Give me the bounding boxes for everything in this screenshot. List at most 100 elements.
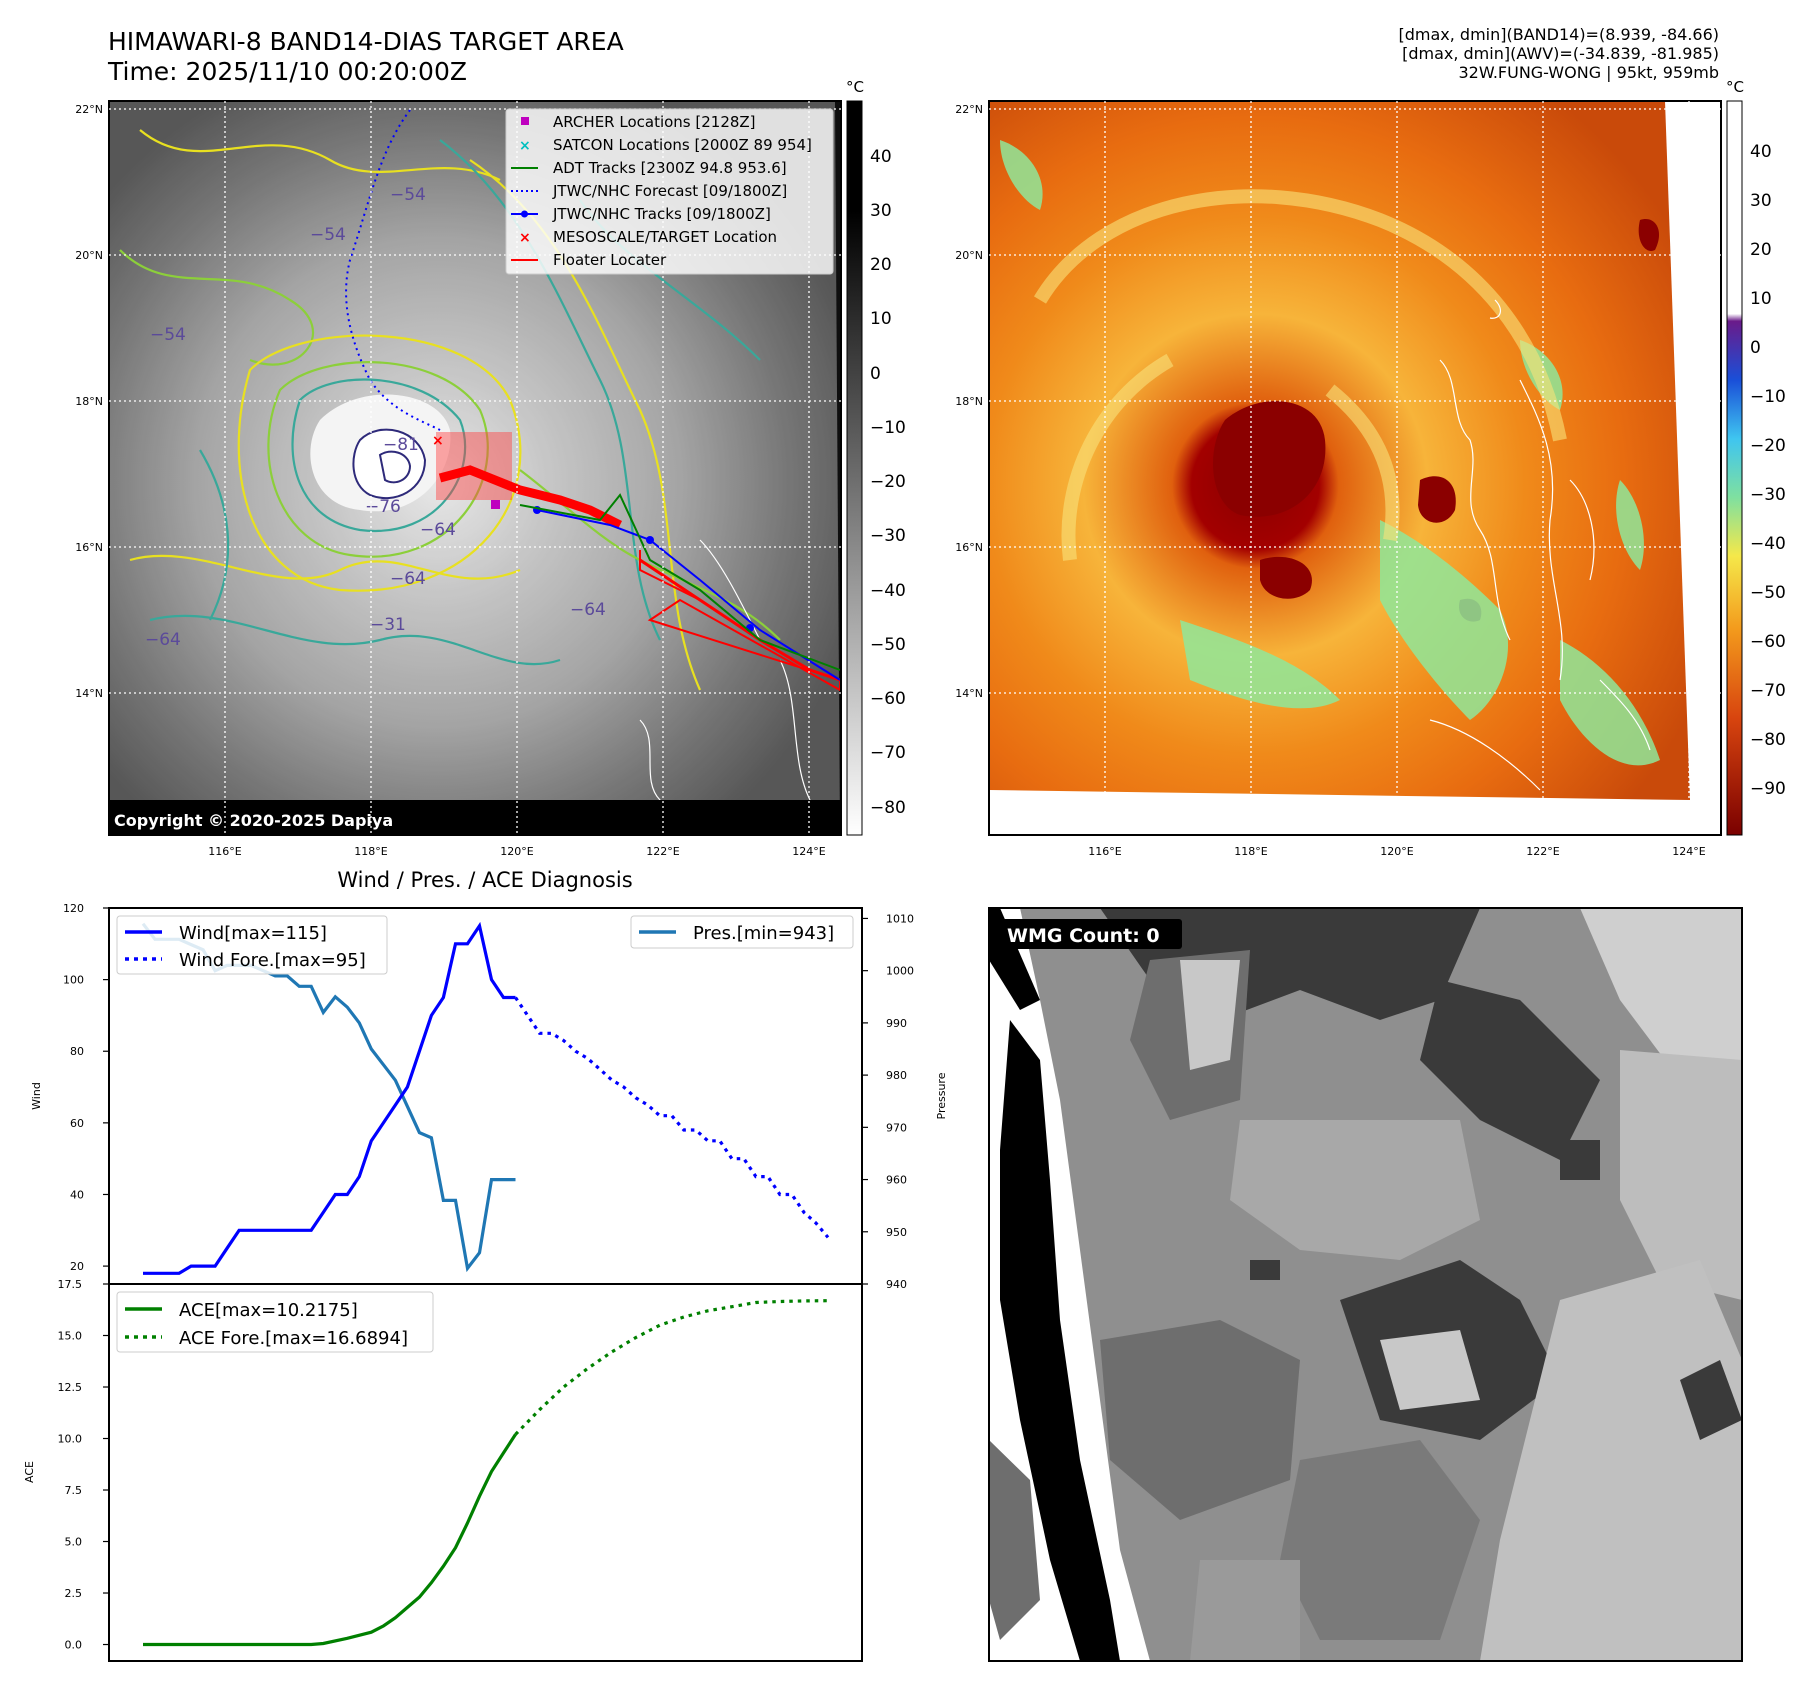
colorbar-tick: 20 xyxy=(1750,240,1772,260)
ace-tick-label: 5.0 xyxy=(65,1536,83,1549)
figure-time: Time: 2025/11/10 00:20:00Z xyxy=(107,57,467,86)
ace-tick-label: 2.5 xyxy=(65,1587,83,1600)
lat-tick: 18°N xyxy=(75,395,103,408)
ace-tick-label: 0.0 xyxy=(65,1639,83,1652)
legend-label: ACE Fore.[max=16.6894] xyxy=(179,1328,408,1349)
wind-legend: Wind[max=115] Wind Fore.[max=95] xyxy=(116,915,388,975)
colorbar-tick: 40 xyxy=(870,147,892,167)
legend-label: JTWC/NHC Forecast [09/1800Z] xyxy=(552,182,787,200)
colorbar-tick: 30 xyxy=(1750,191,1772,211)
svg-text:×: × xyxy=(432,433,444,449)
wind-axis-label: Wind xyxy=(30,1082,43,1110)
contour-label: −64 xyxy=(145,630,181,650)
lat-tick: 22°N xyxy=(75,103,103,116)
lon-tick: 120°E xyxy=(1380,845,1413,858)
copyright-text: Copyright © 2020-2025 Dapiya xyxy=(114,811,393,830)
colorbar-tick: −50 xyxy=(870,635,906,655)
colorbar-unit: °C xyxy=(1726,78,1744,96)
colorbar-tick: −70 xyxy=(1750,681,1786,701)
chart-title: Wind / Pres. / ACE Diagnosis xyxy=(337,868,632,892)
x-marker-icon: × xyxy=(519,230,531,246)
awv-range-text: [dmax, dmin](AWV)=(-34.839, -81.985) xyxy=(1402,44,1719,63)
awv-map-panel: 22°N 20°N 18°N 16°N 14°N 116°E 118°E 120… xyxy=(955,78,1786,858)
ace-series-line xyxy=(143,1433,517,1647)
legend-label: ACE[max=10.2175] xyxy=(179,1300,358,1321)
colorbar-tick: 20 xyxy=(870,255,892,275)
awv-lat-ticks: 22°N 20°N 18°N 16°N 14°N xyxy=(955,103,983,700)
colorbar-tick: −20 xyxy=(870,472,906,492)
colorbar-tick: −20 xyxy=(1750,436,1786,456)
pressure-axis-label: Pressure xyxy=(935,1072,948,1119)
colorbar-unit: °C xyxy=(846,78,864,96)
legend-label: ARCHER Locations [2128Z] xyxy=(553,113,756,131)
legend-item-target: × MESOSCALE/TARGET Location xyxy=(519,228,777,246)
colorbar-tick: −40 xyxy=(1750,534,1786,554)
pressure-tick-label: 1000 xyxy=(886,965,914,978)
contour-label: −54 xyxy=(310,225,346,245)
contour-label: −64 xyxy=(570,600,606,620)
awv-gridlines xyxy=(989,101,1721,835)
awv-colorbar-ticks: 40 30 20 10 0 −10 −20 −30 −40 −50 −60 −7… xyxy=(1750,142,1786,799)
ir-legend: ARCHER Locations [2128Z] × SATCON Locati… xyxy=(505,108,834,275)
legend-item-jtwc-forecast: JTWC/NHC Forecast [09/1800Z] xyxy=(511,182,787,200)
wind-tick-label: 60 xyxy=(70,1117,84,1130)
header: HIMAWARI-8 BAND14-DIAS TARGET AREA Time:… xyxy=(107,25,1719,86)
pressure-tick-label: 970 xyxy=(886,1121,907,1134)
ir-colorbar-ticks: 40 30 20 10 0 −10 −20 −30 −40 −50 −60 −7… xyxy=(870,147,906,818)
ace-chart: ACE 0.0 2.5 5.0 7.5 10.0 12.5 15.0 17.5 ACE[max… xyxy=(23,1278,863,1662)
contour-label: −64 xyxy=(420,520,456,540)
contour-label: −76 xyxy=(365,497,401,517)
legend-label: ADT Tracks [2300Z 94.8 953.6] xyxy=(553,159,787,177)
colorbar-tick: −50 xyxy=(1750,583,1786,603)
ace-plot-area xyxy=(143,1299,829,1647)
colorbar-tick: 0 xyxy=(870,364,881,384)
lon-tick: 122°E xyxy=(646,845,679,858)
lon-tick: 116°E xyxy=(1088,845,1121,858)
colorbar-tick: −60 xyxy=(870,689,906,709)
contour-label: −31 xyxy=(370,615,406,635)
figure-title: HIMAWARI-8 BAND14-DIAS TARGET AREA xyxy=(108,27,624,56)
lon-tick: 118°E xyxy=(1234,845,1267,858)
legend-label: Pres.[min=943] xyxy=(693,923,834,944)
lon-tick: 120°E xyxy=(500,845,533,858)
awv-colorbar: °C 40 30 20 10 0 −10 −20 −30 −40 −50 −60… xyxy=(1726,78,1786,836)
legend-item-satcon: × SATCON Locations [2000Z 89 954] xyxy=(519,136,812,154)
lon-tick: 124°E xyxy=(792,845,825,858)
lon-tick: 116°E xyxy=(208,845,241,858)
wind-ticks: 20 40 60 80 100 120 xyxy=(63,902,109,1273)
pressure-tick-label: 1010 xyxy=(886,912,914,925)
ir-lon-ticks: 116°E 118°E 120°E 122°E 124°E xyxy=(208,845,825,858)
contour-label: −54 xyxy=(390,185,426,205)
wind-tick-label: 40 xyxy=(70,1188,84,1201)
ace-legend: ACE[max=10.2175] ACE Fore.[max=16.6894] xyxy=(116,1291,434,1353)
ace-tick-label: 7.5 xyxy=(65,1484,83,1497)
colorbar-tick: −30 xyxy=(1750,485,1786,505)
lat-tick: 16°N xyxy=(955,541,983,554)
colorbar-tick: −60 xyxy=(1750,632,1786,652)
colorbar-tick: −80 xyxy=(870,798,906,818)
ir-lat-ticks: 22°N 20°N 18°N 16°N 14°N xyxy=(75,103,103,700)
wind-pressure-chart: Wind / Pres. / ACE Diagnosis Wind Pressu… xyxy=(30,868,948,1291)
x-marker-icon: × xyxy=(519,138,531,154)
wmg-panel: WMG Count: 0 xyxy=(988,907,1743,1662)
pressure-ticks: 940 950 960 970 980 990 1000 1010 xyxy=(862,912,914,1291)
contour-labels: −81 −76 −64 −54 −54 −54 −64 −64 −31 −64 xyxy=(145,185,606,650)
colorbar-tick: −70 xyxy=(870,743,906,763)
colorbar-tick: −80 xyxy=(1750,730,1786,750)
legend-label: Wind Fore.[max=95] xyxy=(179,950,366,971)
legend-label: JTWC/NHC Tracks [09/1800Z] xyxy=(552,205,771,223)
legend-item-jtwc-tracks: JTWC/NHC Tracks [09/1800Z] xyxy=(511,205,771,223)
contour-label: −81 xyxy=(383,435,419,455)
pressure-tick-label: 980 xyxy=(886,1069,907,1082)
pressure-tick-label: 990 xyxy=(886,1017,907,1030)
lon-tick: 122°E xyxy=(1526,845,1559,858)
legend-label: Wind[max=115] xyxy=(179,923,327,944)
wmg-image xyxy=(989,908,1742,1661)
legend-label: SATCON Locations [2000Z 89 954] xyxy=(553,136,812,154)
wmg-count-label: WMG Count: 0 xyxy=(1007,925,1160,947)
contour-label: −54 xyxy=(150,325,186,345)
wind-tick-label: 20 xyxy=(70,1260,84,1273)
colorbar-tick: 10 xyxy=(870,309,892,329)
colorbar-tick: 40 xyxy=(1750,142,1772,162)
lon-tick: 118°E xyxy=(354,845,387,858)
